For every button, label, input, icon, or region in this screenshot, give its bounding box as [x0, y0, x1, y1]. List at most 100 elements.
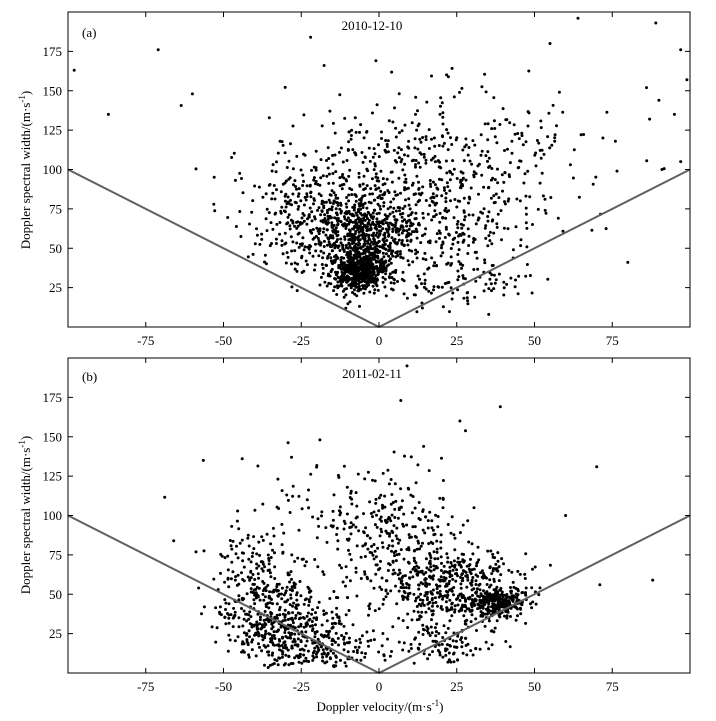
- data-point: [516, 569, 520, 573]
- data-point: [338, 184, 342, 188]
- data-point: [264, 605, 268, 609]
- data-point: [280, 644, 284, 647]
- data-point: [402, 586, 406, 590]
- data-point: [371, 284, 375, 288]
- data-point: [471, 240, 475, 244]
- data-point: [292, 637, 296, 641]
- data-point: [432, 264, 436, 268]
- data-point: [457, 248, 461, 252]
- data-point: [227, 616, 231, 620]
- data-point: [190, 92, 194, 96]
- data-point: [385, 142, 389, 146]
- data-point: [467, 607, 471, 611]
- data-point: [252, 598, 256, 602]
- data-point: [502, 293, 506, 297]
- data-point: [401, 522, 405, 526]
- data-point: [553, 139, 557, 143]
- data-point: [494, 562, 498, 566]
- data-point: [374, 260, 378, 264]
- data-point: [462, 209, 466, 213]
- data-point: [487, 156, 491, 160]
- data-point: [414, 227, 418, 231]
- data-point: [292, 601, 296, 605]
- data-point: [444, 200, 448, 204]
- data-point: [325, 228, 329, 232]
- data-point: [230, 524, 234, 528]
- data-point: [269, 542, 273, 546]
- data-point: [364, 526, 368, 530]
- data-point: [258, 598, 262, 602]
- data-point: [492, 577, 496, 581]
- data-point: [439, 546, 443, 550]
- data-point: [289, 142, 292, 146]
- data-point: [330, 249, 334, 253]
- data-point: [333, 245, 337, 249]
- data-point: [357, 216, 360, 220]
- data-point: [490, 167, 494, 170]
- data-point: [363, 555, 367, 558]
- data-point: [354, 242, 358, 246]
- data-point: [500, 173, 504, 177]
- data-point: [462, 296, 466, 300]
- data-point: [255, 620, 259, 624]
- data-point: [409, 455, 413, 459]
- data-point: [393, 482, 397, 486]
- data-point: [279, 592, 283, 596]
- data-point: [430, 199, 434, 203]
- data-point: [435, 194, 439, 198]
- data-point: [497, 595, 501, 599]
- data-point: [413, 506, 417, 510]
- data-point: [440, 101, 444, 105]
- data-point: [473, 143, 477, 147]
- data-point: [424, 581, 428, 585]
- data-point: [453, 565, 457, 569]
- data-point: [414, 112, 417, 116]
- data-point: [492, 194, 496, 198]
- data-point: [230, 156, 234, 159]
- data-point: [318, 243, 322, 247]
- data-point: [455, 568, 459, 572]
- data-point: [492, 96, 496, 100]
- data-point: [325, 174, 329, 178]
- data-point: [355, 648, 359, 652]
- data-point: [499, 605, 503, 609]
- data-point: [319, 241, 323, 245]
- data-point: [486, 598, 489, 602]
- data-point: [422, 652, 426, 656]
- data-point: [439, 540, 443, 544]
- data-point: [300, 216, 304, 220]
- data-point: [347, 193, 351, 197]
- data-point: [513, 285, 517, 289]
- data-point: [484, 640, 488, 644]
- data-point: [514, 225, 518, 229]
- data-point: [232, 151, 236, 155]
- data-point: [500, 238, 503, 242]
- data-point: [296, 262, 300, 266]
- data-point: [400, 239, 404, 242]
- data-point: [399, 505, 403, 509]
- data-point: [496, 212, 500, 216]
- data-point: [172, 539, 176, 543]
- data-point: [304, 624, 308, 628]
- data-point: [416, 124, 420, 128]
- data-point: [260, 560, 264, 564]
- data-point: [308, 617, 312, 621]
- data-point: [339, 258, 343, 262]
- data-point: [255, 227, 258, 231]
- data-point: [420, 282, 423, 286]
- data-point: [492, 273, 496, 277]
- data-point: [471, 593, 474, 597]
- data-point: [327, 181, 331, 185]
- data-point: [387, 482, 391, 486]
- data-point: [261, 580, 265, 583]
- data-point: [280, 655, 284, 659]
- data-point: [254, 591, 258, 595]
- data-point: [605, 110, 609, 114]
- data-point: [380, 503, 384, 507]
- data-point: [354, 153, 358, 157]
- data-point: [275, 160, 278, 164]
- data-point: [495, 592, 498, 595]
- data-point: [374, 555, 378, 559]
- data-point: [296, 654, 300, 658]
- data-point: [374, 497, 378, 501]
